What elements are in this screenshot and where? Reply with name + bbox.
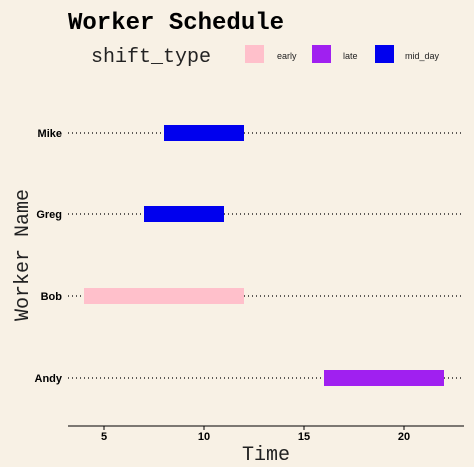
x-tick-label-15: 15 (298, 431, 310, 443)
shift-bar-bob (84, 288, 244, 304)
legend-label-mid_day: mid_day (405, 51, 440, 61)
x-tick-label-5: 5 (101, 431, 107, 443)
legend-swatch-early (245, 45, 264, 63)
x-tick-label-10: 10 (198, 431, 210, 443)
legend-label-late: late (343, 51, 358, 61)
legend-label-early: early (277, 51, 297, 61)
y-label-andy: Andy (35, 373, 63, 385)
x-axis-label: Time (242, 444, 290, 467)
shift-bar-greg (144, 206, 224, 222)
y-axis-labels: Andy Bob Greg Mike (35, 128, 63, 385)
shift-bar-mike (164, 125, 244, 141)
x-tick-label-20: 20 (398, 431, 410, 443)
legend: early late mid_day (245, 45, 440, 63)
chart-title: Worker Schedule (68, 10, 284, 37)
bars (84, 125, 444, 386)
y-label-greg: Greg (36, 209, 62, 221)
shift-bar-andy (324, 370, 444, 386)
x-axis-ticks: 5 10 15 20 (101, 426, 410, 443)
legend-swatch-mid_day (375, 45, 394, 63)
y-label-mike: Mike (38, 128, 62, 140)
legend-title: shift_type (91, 46, 211, 69)
y-label-bob: Bob (41, 291, 63, 303)
legend-swatch-late (312, 45, 331, 63)
y-axis-label: Worker Name (12, 189, 35, 321)
